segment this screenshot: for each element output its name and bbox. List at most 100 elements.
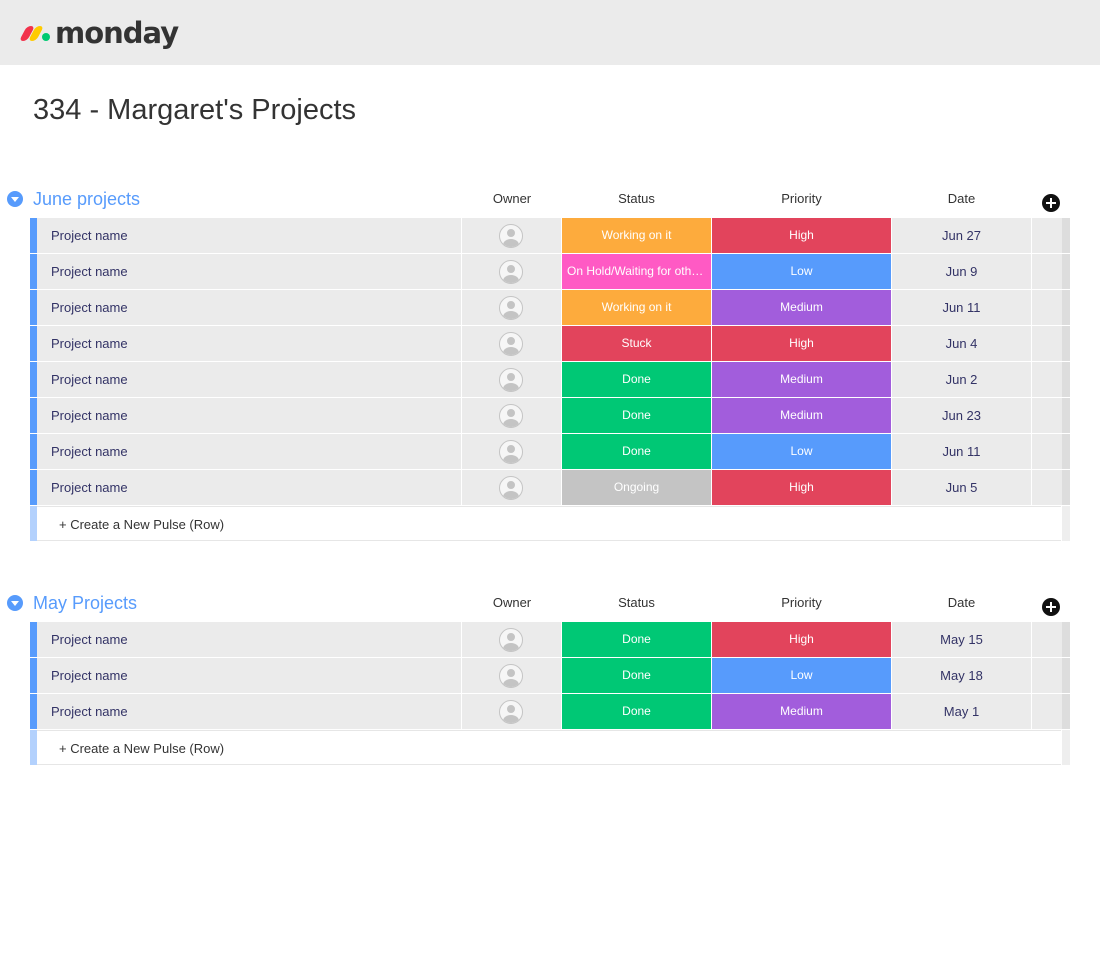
person-icon[interactable] — [499, 440, 523, 464]
owner-cell[interactable] — [462, 290, 561, 325]
name-cell[interactable]: Project name — [37, 362, 461, 397]
project-name[interactable]: Project name — [51, 300, 128, 315]
priority-label[interactable]: Medium — [712, 694, 891, 729]
date-cell[interactable]: Jun 9 — [892, 254, 1031, 289]
person-icon[interactable] — [499, 664, 523, 688]
person-icon[interactable] — [499, 224, 523, 248]
priority-label[interactable]: Medium — [712, 290, 891, 325]
name-cell[interactable]: Project name — [37, 470, 461, 505]
project-name[interactable]: Project name — [51, 372, 128, 387]
table-row[interactable]: Project name Working on it High Jun 27 — [0, 218, 1100, 254]
add-column-icon[interactable] — [1042, 598, 1060, 616]
table-row[interactable]: Project name Done Low Jun 11 — [0, 434, 1100, 470]
table-row[interactable]: Project name Done Medium May 1 — [0, 694, 1100, 730]
table-row[interactable]: Project name On Hold/Waiting for others Lo… — [0, 254, 1100, 290]
create-pulse-input[interactable]: + Create a New Pulse (Row) — [37, 730, 1061, 765]
empty-cell[interactable] — [1032, 326, 1062, 361]
column-header-priority[interactable]: Priority — [781, 595, 822, 610]
project-name[interactable]: Project name — [51, 704, 128, 719]
project-name[interactable]: Project name — [51, 632, 128, 647]
empty-cell[interactable] — [1032, 362, 1062, 397]
table-row[interactable]: Project name Ongoing High Jun 5 — [0, 470, 1100, 506]
status-label[interactable]: Stuck — [562, 326, 711, 361]
group-title[interactable]: May Projects — [33, 593, 138, 613]
project-name[interactable]: Project name — [51, 408, 128, 423]
create-pulse-row[interactable]: + Create a New Pulse (Row) — [0, 506, 1100, 542]
person-icon[interactable] — [499, 476, 523, 500]
name-cell[interactable]: Project name — [37, 290, 461, 325]
priority-label[interactable]: Low — [712, 434, 891, 469]
project-name[interactable]: Project name — [51, 668, 128, 683]
status-label[interactable]: Ongoing — [562, 470, 711, 505]
table-row[interactable]: Project name Done Low May 18 — [0, 658, 1100, 694]
column-header-owner[interactable]: Owner — [492, 595, 532, 610]
priority-label[interactable]: Low — [712, 658, 891, 693]
name-cell[interactable]: Project name — [37, 694, 461, 729]
priority-label[interactable]: High — [712, 470, 891, 505]
person-icon[interactable] — [499, 332, 523, 356]
owner-cell[interactable] — [462, 362, 561, 397]
date-cell[interactable]: Jun 2 — [892, 362, 1031, 397]
table-row[interactable]: Project name Working on it Medium Jun 11 — [0, 290, 1100, 326]
date-cell[interactable]: Jun 11 — [892, 434, 1031, 469]
empty-cell[interactable] — [1032, 622, 1062, 657]
priority-label[interactable]: High — [712, 622, 891, 657]
column-header-owner[interactable]: Owner — [492, 191, 532, 206]
person-icon[interactable] — [499, 628, 523, 652]
name-cell[interactable]: Project name — [37, 326, 461, 361]
status-label[interactable]: Done — [562, 362, 711, 397]
group-title[interactable]: June projects — [33, 189, 141, 209]
owner-cell[interactable] — [462, 470, 561, 505]
priority-label[interactable]: Medium — [712, 362, 891, 397]
date-cell[interactable]: Jun 5 — [892, 470, 1031, 505]
owner-cell[interactable] — [462, 658, 561, 693]
chevron-down-icon[interactable] — [7, 595, 23, 611]
project-name[interactable]: Project name — [51, 444, 128, 459]
empty-cell[interactable] — [1032, 470, 1062, 505]
name-cell[interactable]: Project name — [37, 218, 461, 253]
status-label[interactable]: Done — [562, 658, 711, 693]
monday-logo[interactable]: monday — [19, 14, 179, 52]
owner-cell[interactable] — [462, 218, 561, 253]
name-cell[interactable]: Project name — [37, 658, 461, 693]
status-label[interactable]: Done — [562, 622, 711, 657]
owner-cell[interactable] — [462, 622, 561, 657]
name-cell[interactable]: Project name — [37, 254, 461, 289]
name-cell[interactable]: Project name — [37, 398, 461, 433]
project-name[interactable]: Project name — [51, 336, 128, 351]
name-cell[interactable]: Project name — [37, 434, 461, 469]
priority-label[interactable]: Medium — [712, 398, 891, 433]
date-cell[interactable]: Jun 4 — [892, 326, 1031, 361]
create-pulse-row[interactable]: + Create a New Pulse (Row) — [0, 730, 1100, 766]
owner-cell[interactable] — [462, 254, 561, 289]
priority-label[interactable]: High — [712, 218, 891, 253]
status-label[interactable]: Done — [562, 694, 711, 729]
status-label[interactable]: Working on it — [562, 218, 711, 253]
status-label[interactable]: Done — [562, 398, 711, 433]
person-icon[interactable] — [499, 296, 523, 320]
status-label[interactable]: On Hold/Waiting for others — [562, 254, 711, 289]
date-cell[interactable]: Jun 27 — [892, 218, 1031, 253]
person-icon[interactable] — [499, 368, 523, 392]
owner-cell[interactable] — [462, 326, 561, 361]
owner-cell[interactable] — [462, 434, 561, 469]
column-header-priority[interactable]: Priority — [781, 191, 822, 206]
add-column-icon[interactable] — [1042, 194, 1060, 212]
owner-cell[interactable] — [462, 398, 561, 433]
priority-label[interactable]: High — [712, 326, 891, 361]
column-header-status[interactable]: Status — [618, 191, 655, 206]
table-row[interactable]: Project name Done High May 15 — [0, 622, 1100, 658]
empty-cell[interactable] — [1032, 290, 1062, 325]
empty-cell[interactable] — [1032, 218, 1062, 253]
status-label[interactable]: Done — [562, 434, 711, 469]
empty-cell[interactable] — [1032, 434, 1062, 469]
owner-cell[interactable] — [462, 694, 561, 729]
project-name[interactable]: Project name — [51, 228, 128, 243]
date-cell[interactable]: May 1 — [892, 694, 1031, 729]
column-header-date[interactable]: Date — [947, 191, 976, 206]
person-icon[interactable] — [499, 260, 523, 284]
chevron-down-icon[interactable] — [7, 191, 23, 207]
person-icon[interactable] — [499, 404, 523, 428]
date-cell[interactable]: May 15 — [892, 622, 1031, 657]
date-cell[interactable]: May 18 — [892, 658, 1031, 693]
